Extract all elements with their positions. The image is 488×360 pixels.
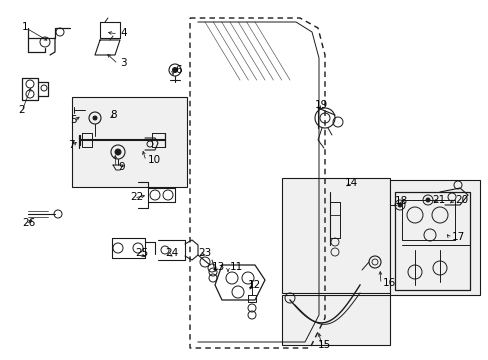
- Text: 13: 13: [212, 262, 225, 272]
- Text: 16: 16: [382, 278, 395, 288]
- Text: 14: 14: [345, 178, 358, 188]
- Circle shape: [172, 67, 178, 73]
- Text: 9: 9: [118, 162, 124, 172]
- Text: 3: 3: [120, 58, 126, 68]
- Text: 17: 17: [451, 232, 464, 242]
- Bar: [389, 180, 479, 295]
- Circle shape: [115, 149, 121, 155]
- Text: 15: 15: [317, 340, 330, 350]
- Text: 23: 23: [198, 248, 211, 258]
- Text: 7: 7: [68, 140, 75, 150]
- Text: 11: 11: [229, 262, 243, 272]
- Text: 12: 12: [247, 280, 261, 290]
- Bar: [282, 178, 389, 293]
- Text: 18: 18: [394, 196, 407, 206]
- Text: 24: 24: [164, 248, 178, 258]
- Text: 26: 26: [22, 218, 35, 228]
- Text: 6: 6: [175, 65, 181, 75]
- Text: 22: 22: [130, 192, 143, 202]
- Text: 19: 19: [314, 100, 327, 110]
- Text: 25: 25: [135, 248, 148, 258]
- Circle shape: [425, 198, 429, 202]
- Text: 4: 4: [120, 28, 126, 38]
- Text: 5: 5: [70, 115, 77, 125]
- Text: 20: 20: [454, 195, 467, 205]
- Circle shape: [397, 203, 401, 207]
- Text: 1: 1: [22, 22, 29, 32]
- Text: 2: 2: [18, 105, 24, 115]
- Bar: [282, 295, 389, 345]
- Text: 8: 8: [110, 110, 116, 120]
- Text: 21: 21: [431, 195, 445, 205]
- Circle shape: [93, 116, 97, 120]
- Text: 10: 10: [148, 155, 161, 165]
- Bar: [72, 97, 186, 187]
